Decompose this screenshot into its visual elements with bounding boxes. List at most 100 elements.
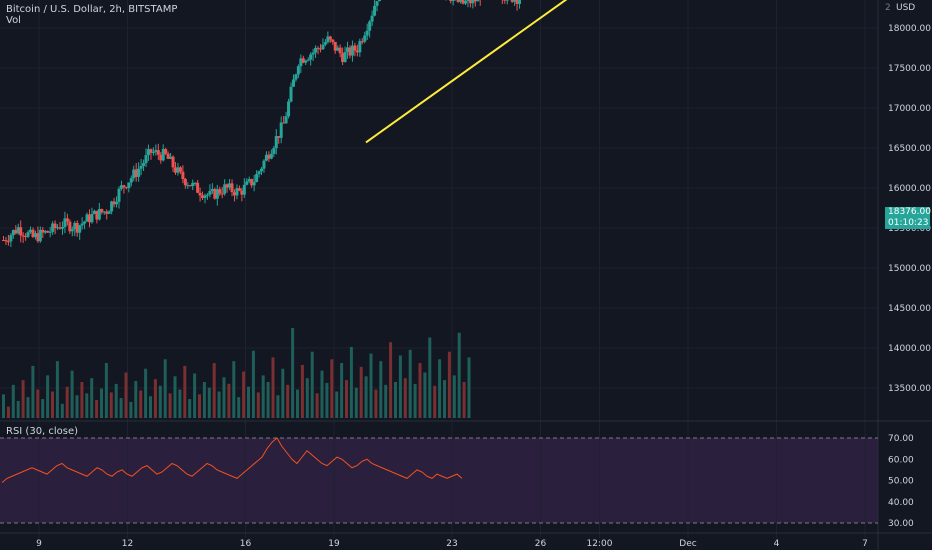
candle-body (46, 230, 50, 233)
candle-body (323, 42, 327, 45)
candle-body (346, 47, 350, 53)
candle-body (169, 156, 173, 159)
candle-body (316, 47, 320, 49)
currency-label[interactable]: USD (896, 3, 916, 13)
candle-body (279, 122, 283, 138)
volume-bar (354, 387, 358, 418)
price-tick-label: 13500.00 (888, 384, 931, 394)
volume-bar (75, 395, 79, 418)
candle-body (63, 218, 67, 227)
candle-body (242, 184, 246, 195)
candle-body (326, 36, 330, 43)
candle-body (257, 171, 261, 175)
candle-body (363, 35, 367, 42)
candle-body (301, 58, 305, 63)
volume-bar (95, 400, 99, 418)
candle-body (220, 193, 224, 195)
price-tick-label: 14500.00 (888, 304, 931, 314)
candle-body (459, 0, 463, 2)
volume-bar (433, 385, 437, 418)
candle-body (210, 189, 214, 192)
candle-body (218, 189, 222, 194)
volume-bar (408, 349, 412, 418)
candle-body (196, 182, 200, 193)
candle-body (355, 50, 359, 53)
candle-body (333, 41, 337, 51)
candle-body (60, 226, 64, 229)
candle-body (124, 187, 128, 189)
candle-body (31, 229, 35, 237)
candle-body (19, 227, 23, 236)
candle-body (353, 45, 357, 51)
candle-body (245, 181, 249, 185)
candle-body (466, 0, 470, 1)
volume-bar (173, 376, 177, 418)
candle-body (117, 188, 121, 202)
candle-body (287, 101, 291, 117)
volume-bar (394, 382, 397, 418)
candle-body (296, 66, 300, 75)
time-tick-label: 12:00 (587, 539, 613, 549)
rsi-line (1, 437, 463, 484)
time-tick-label: 4 (774, 539, 780, 549)
candle-body (299, 58, 303, 67)
candle-body (156, 150, 160, 155)
candle-body (171, 156, 175, 168)
candle-body (350, 45, 354, 56)
price-tick-label: 18000.00 (888, 24, 931, 34)
candle-body (360, 41, 364, 43)
candle-body (205, 194, 209, 196)
volume-bar (398, 355, 402, 418)
volume-bar (296, 389, 299, 418)
candle-body (282, 122, 286, 124)
candle-body (321, 44, 325, 50)
volume-bar (286, 384, 290, 418)
rsi-tick-label: 60.00 (888, 455, 914, 465)
volume-bar (389, 342, 393, 418)
time-tick-label: 26 (535, 539, 547, 549)
volume-bar (65, 386, 69, 418)
price-tick-label: 17500.00 (888, 64, 931, 74)
candle-body (166, 153, 170, 159)
volume-bar (6, 406, 10, 418)
candle-body (176, 167, 180, 173)
rsi-tick-label: 70.00 (888, 434, 914, 444)
candle-body (235, 188, 239, 196)
volume-bar (41, 399, 45, 418)
candle-body (247, 179, 251, 182)
candle-body (181, 171, 185, 180)
candle-body (2, 240, 5, 241)
volume-bar (16, 400, 20, 418)
candle-body (43, 230, 47, 233)
candle-body (228, 183, 232, 188)
volume-bar (291, 328, 295, 418)
candle-body (102, 211, 106, 213)
candle-body (9, 235, 13, 242)
rsi-label: RSI (30, close) (6, 426, 79, 437)
candle-body (232, 192, 236, 196)
volume-bar (271, 357, 275, 418)
candle-body (358, 41, 362, 53)
volume-bar (202, 382, 206, 418)
volume-bar (119, 398, 123, 418)
candle-body (264, 154, 268, 161)
currency-menu-icon[interactable]: 2 (885, 3, 891, 13)
candle-body (186, 185, 190, 187)
volume-bar (134, 381, 138, 418)
candle-body (225, 184, 229, 188)
candle-body (250, 179, 254, 186)
volume-bar (384, 384, 388, 418)
candle-body (164, 149, 168, 154)
time-tick-label: Dec (679, 539, 696, 549)
candle-body (510, 0, 514, 2)
candle-body (88, 214, 92, 223)
candle-body (201, 195, 205, 198)
candle-body (137, 168, 141, 177)
candle-body (336, 47, 340, 51)
price-tick-label: 15500.00 (888, 224, 931, 234)
volume-bar (310, 351, 314, 418)
candle-body (183, 179, 187, 186)
candle-body (213, 189, 217, 199)
candle-body (289, 86, 293, 102)
